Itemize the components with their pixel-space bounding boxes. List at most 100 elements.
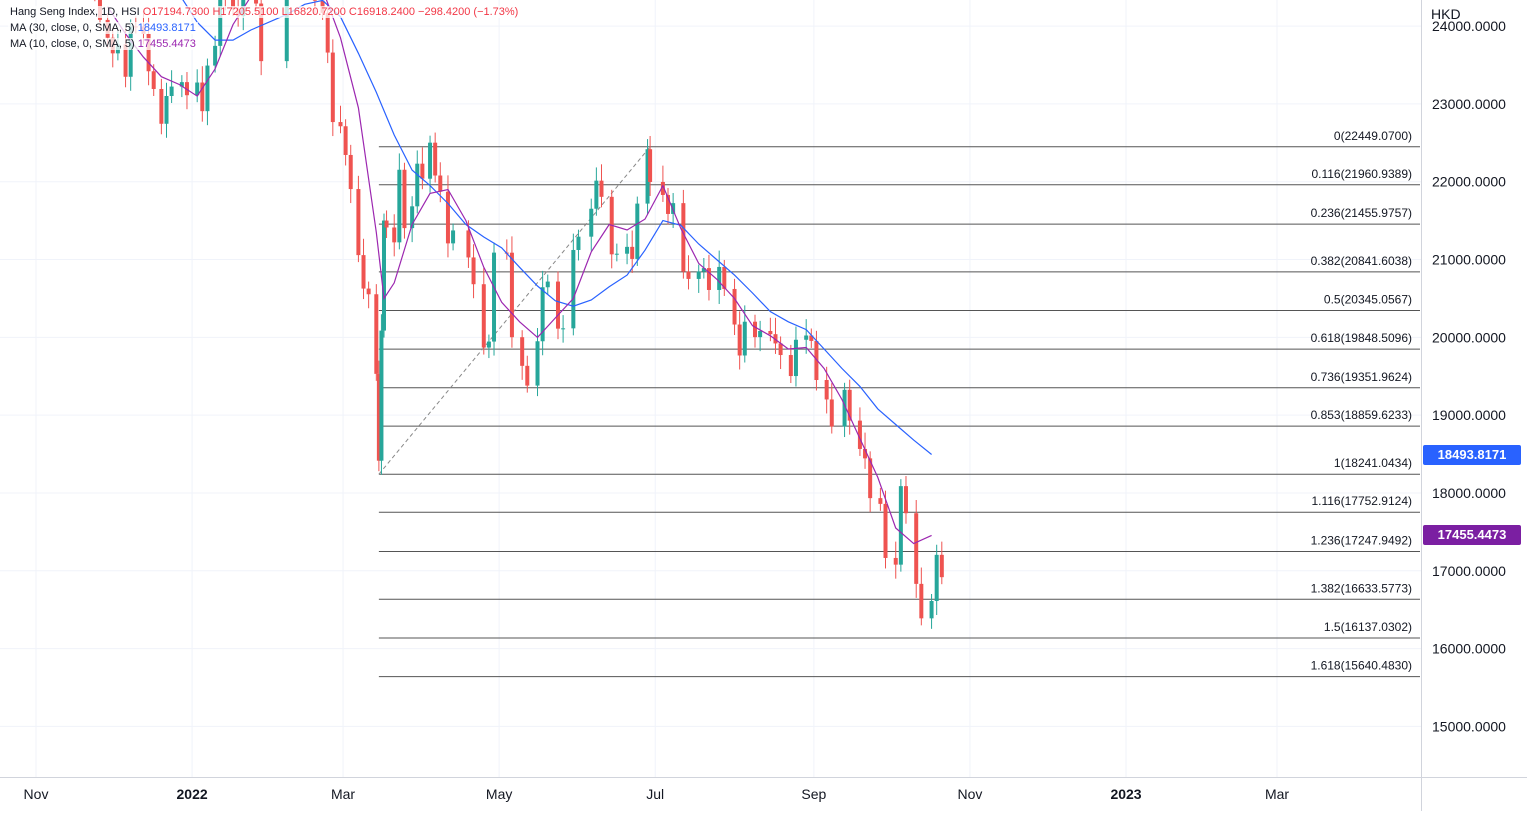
ma10-price-tag: 17455.4473 [1423, 525, 1521, 546]
candle-body [466, 230, 471, 258]
candle-body [492, 252, 497, 342]
chart-legend: Hang Seng Index, 1D, HSI O17194.7300 H17… [8, 4, 521, 52]
candle-body [737, 324, 742, 356]
fibonacci-retracement[interactable]: 0(22449.0700) 0.116(21960.9389) 0.236(2145… [378, 129, 1420, 678]
candle-body [939, 554, 944, 578]
candle-body [809, 335, 814, 341]
candle-body [898, 486, 903, 565]
candle-body [402, 169, 407, 229]
candle-body [773, 334, 778, 344]
ma10-label: MA (10, close, 0, SMA, 5) [10, 38, 135, 50]
candle-body [696, 271, 701, 279]
candle-body [929, 600, 934, 619]
candle-body [555, 281, 560, 329]
ma30-price-tag: 18493.8171 [1423, 444, 1521, 465]
candle-body [561, 328, 566, 330]
ohlc-low: 16820.7200 [287, 6, 346, 18]
candle-body [471, 257, 476, 285]
fib-level-label: 1.116(17752.9124) [1311, 494, 1412, 508]
ohlc-change: −298.4200 (−1.73%) [418, 6, 519, 18]
candle-body [195, 82, 200, 96]
candle-body [451, 230, 456, 244]
ohlc-high: 17205.5100 [220, 6, 279, 18]
candle-body [824, 380, 829, 400]
candle-body [625, 246, 630, 254]
ma10-line [107, 0, 932, 545]
candle-body [717, 266, 722, 290]
y-tick-label: 18000.0000 [1432, 485, 1506, 501]
ohlc-open-label: O [142, 6, 152, 18]
x-tick-label: May [486, 786, 512, 802]
candle-body [415, 163, 420, 207]
x-tick-label: Nov [957, 786, 982, 802]
y-tick-label: 22000.0000 [1432, 174, 1506, 190]
candle-body [778, 343, 783, 356]
fib-level-label: 0.618(19848.5096) [1311, 331, 1412, 345]
x-tick-label: Mar [331, 786, 355, 802]
fib-level-label: 0.853(18859.6233) [1311, 408, 1412, 422]
candle-body [428, 142, 433, 179]
fib-level-label: 1.236(17247.9492) [1311, 534, 1412, 548]
y-tick-label: 21000.0000 [1432, 252, 1506, 268]
y-tick-label: 23000.0000 [1432, 96, 1506, 112]
symbol-name[interactable]: Hang Seng Index, 1D, HSI [10, 6, 140, 18]
fib-trend-line [378, 146, 651, 475]
candle-body [392, 227, 397, 243]
y-tick-label: 24000.0000 [1432, 18, 1506, 34]
candle-body [893, 557, 898, 565]
candle-body [338, 122, 343, 127]
ohlc-open: 17194.7300 [151, 6, 210, 18]
candle-body [330, 52, 335, 123]
candle-body [376, 373, 381, 461]
candle-body [660, 181, 665, 195]
candle-body [381, 220, 386, 331]
candle-body [614, 253, 619, 255]
candle-body [863, 448, 868, 459]
fib-level-label: 0.236(21455.9757) [1311, 206, 1412, 220]
x-tick-label: Jul [646, 786, 664, 802]
candle-body [706, 268, 711, 290]
y-tick-label: 20000.0000 [1432, 329, 1506, 345]
y-tick-label: 19000.0000 [1432, 407, 1506, 423]
fib-level-label: 0.382(20841.6038) [1311, 254, 1412, 268]
ohlc-close: 16918.2400 [356, 6, 415, 18]
candle-body [374, 294, 379, 374]
fib-level-label: 1(18241.0434) [1334, 456, 1412, 470]
candle-body [481, 284, 486, 348]
candle-body [645, 149, 650, 204]
candle-body [630, 246, 635, 259]
candle-body [829, 399, 834, 427]
candle-body [259, 3, 264, 62]
candle-body [164, 95, 169, 124]
candle-body [919, 583, 924, 619]
y-tick-label: 16000.0000 [1432, 641, 1506, 657]
ma30-row[interactable]: MA (30, close, 0, SMA, 5) 18493.8171 [8, 20, 520, 36]
candle-body [312, 0, 317, 1]
candle-body [842, 389, 847, 427]
y-tick-label: 15000.0000 [1432, 718, 1506, 734]
symbol-row: Hang Seng Index, 1D, HSI O17194.7300 H17… [8, 4, 521, 20]
candle-body [804, 335, 809, 340]
grid-layer [0, 0, 1421, 777]
candle-body [576, 236, 581, 250]
candle-body [814, 340, 819, 381]
ma10-value: 17455.4473 [137, 38, 196, 50]
candle-body [742, 321, 747, 356]
candle-body [753, 321, 758, 338]
candle-body [857, 420, 862, 449]
ma30-value: 18493.8171 [137, 22, 196, 34]
candle-body [535, 341, 540, 386]
candle-body [343, 126, 348, 155]
ma30-line [182, 0, 932, 455]
candle-body [686, 271, 691, 279]
x-tick-label: 2023 [1110, 786, 1141, 802]
ma10-row[interactable]: MA (10, close, 0, SMA, 5) 17455.4473 [8, 36, 520, 52]
x-tick-label: Sep [801, 786, 826, 802]
candle-body [793, 339, 798, 377]
candle-body [169, 86, 174, 96]
fib-level-label: 0.116(21960.9389) [1311, 167, 1412, 181]
candle-body [914, 513, 919, 584]
